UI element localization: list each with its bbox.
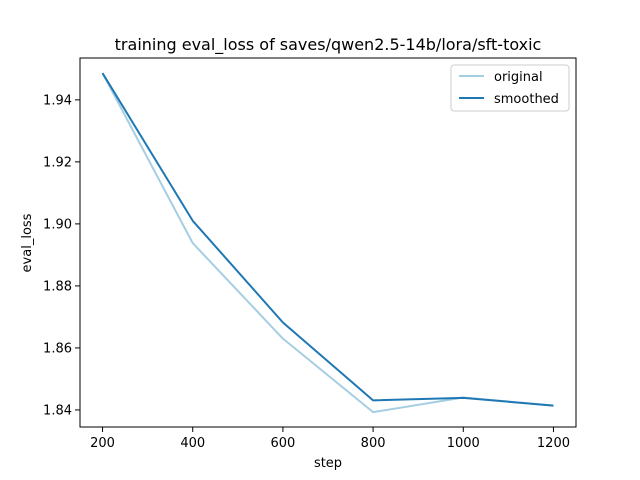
- y-axis-label: eval_loss: [20, 213, 35, 272]
- x-tick-label: 1200: [537, 436, 570, 451]
- legend-label-original: original: [494, 70, 543, 85]
- plot-lines: [101, 72, 554, 414]
- y-tick-label: 1.86: [43, 341, 72, 356]
- x-axis-label: step: [314, 456, 342, 471]
- y-tick-label: 1.84: [43, 403, 72, 418]
- x-tick-label: 400: [180, 436, 205, 451]
- y-tick-label: 1.94: [43, 93, 72, 108]
- x-axis-ticks: 200 400 600 800 1000 1200: [90, 427, 570, 451]
- legend: original smoothed: [450, 64, 570, 112]
- y-tick-label: 1.92: [43, 155, 72, 170]
- plot-frame: [79, 57, 577, 428]
- legend-label-smoothed: smoothed: [494, 92, 559, 107]
- x-tick-label: 600: [270, 436, 295, 451]
- x-tick-label: 200: [90, 436, 115, 451]
- chart-title: training eval_loss of saves/qwen2.5-14b/…: [115, 35, 542, 55]
- y-tick-label: 1.90: [43, 217, 72, 232]
- x-tick-label: 800: [361, 436, 386, 451]
- y-tick-label: 1.88: [43, 279, 72, 294]
- y-axis-ticks: 1.84 1.86 1.88 1.90 1.92 1.94: [43, 93, 80, 418]
- x-tick-label: 1000: [447, 436, 480, 451]
- series-line-smoothed: [101, 72, 554, 407]
